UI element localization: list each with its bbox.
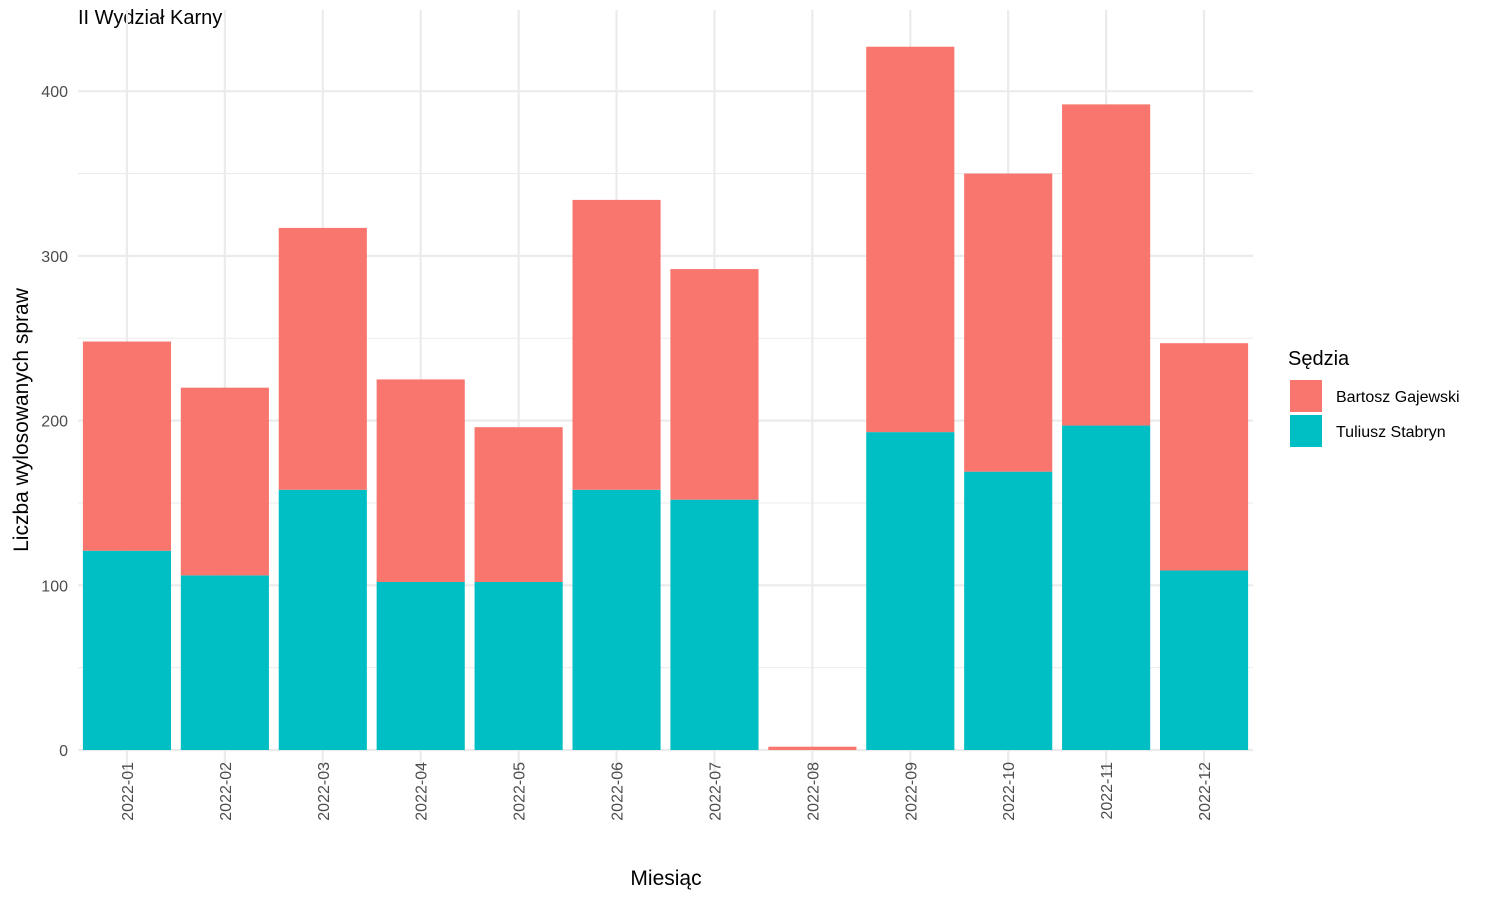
x-tick-labels: 2022-01 2022-02 2022-03 2022-04 2022-05 2022-… bbox=[120, 762, 1214, 821]
bar-tuliusz-stabryn-2022-09 bbox=[866, 432, 955, 750]
bar-bartosz-gajewski-2022-04 bbox=[376, 379, 465, 583]
x-tick-label: 2022-11 bbox=[1099, 762, 1116, 820]
y-tick-label: 100 bbox=[41, 578, 68, 595]
y-tick-label: 400 bbox=[41, 84, 68, 101]
legend-label: Tuliusz Stabryn bbox=[1336, 424, 1446, 441]
x-tick-label: 2022-06 bbox=[610, 762, 627, 821]
legend-items: Bartosz Gajewski Tuliusz Stabryn bbox=[1290, 380, 1460, 447]
chart-title: II Wydział Karny bbox=[78, 7, 223, 29]
bar-tuliusz-stabryn-2022-03 bbox=[278, 489, 367, 750]
bar-bartosz-gajewski-2022-06 bbox=[572, 199, 661, 490]
y-tick-label: 300 bbox=[41, 249, 68, 266]
legend: Sędzia Bartosz Gajewski Tuliusz Stabryn bbox=[1288, 348, 1460, 447]
legend-label: Bartosz Gajewski bbox=[1336, 389, 1460, 406]
x-tick-label: 2022-04 bbox=[414, 762, 431, 821]
bar-bartosz-gajewski-2022-01 bbox=[82, 341, 172, 551]
bar-tuliusz-stabryn-2022-12 bbox=[1159, 570, 1249, 750]
bar-bartosz-gajewski-2022-07 bbox=[670, 269, 759, 500]
x-tick-label: 2022-05 bbox=[512, 762, 529, 821]
x-tick-label: 2022-02 bbox=[218, 762, 235, 821]
x-axis-label: Miesiąc bbox=[630, 867, 701, 890]
x-tick-label: 2022-07 bbox=[707, 762, 724, 821]
legend-swatch bbox=[1290, 380, 1322, 412]
legend-title: Sędzia bbox=[1288, 348, 1350, 370]
bar-bartosz-gajewski-2022-12 bbox=[1159, 343, 1249, 571]
bar-tuliusz-stabryn-2022-04 bbox=[376, 582, 465, 750]
x-tick-label: 2022-03 bbox=[316, 762, 333, 821]
y-tick-label: 0 bbox=[59, 743, 68, 760]
bar-bartosz-gajewski-2022-02 bbox=[180, 387, 269, 576]
x-tick-label: 2022-09 bbox=[903, 762, 920, 821]
x-tick-label: 2022-12 bbox=[1197, 762, 1214, 821]
bar-tuliusz-stabryn-2022-11 bbox=[1062, 425, 1151, 750]
bar-bartosz-gajewski-2022-10 bbox=[964, 173, 1053, 472]
bar-bartosz-gajewski-2022-09 bbox=[866, 46, 955, 433]
y-tick-labels: 0 100 200 300 400 bbox=[41, 84, 68, 760]
legend-swatch bbox=[1290, 415, 1322, 447]
bars bbox=[82, 46, 1249, 750]
y-axis-label: Liczba wylosowanych spraw bbox=[10, 287, 33, 552]
bar-tuliusz-stabryn-2022-02 bbox=[180, 575, 269, 750]
bar-bartosz-gajewski-2022-05 bbox=[474, 427, 563, 583]
bar-tuliusz-stabryn-2022-07 bbox=[670, 499, 759, 750]
bar-tuliusz-stabryn-2022-05 bbox=[474, 582, 563, 750]
bar-tuliusz-stabryn-2022-10 bbox=[964, 471, 1053, 750]
bar-tuliusz-stabryn-2022-01 bbox=[82, 550, 172, 750]
bar-bartosz-gajewski-2022-03 bbox=[278, 227, 367, 490]
bar-bartosz-gajewski-2022-08 bbox=[768, 746, 857, 750]
x-tick-label: 2022-01 bbox=[120, 762, 137, 821]
y-tick-label: 200 bbox=[41, 414, 68, 431]
bar-bartosz-gajewski-2022-11 bbox=[1062, 104, 1151, 426]
x-tick-label: 2022-08 bbox=[805, 762, 822, 821]
bar-tuliusz-stabryn-2022-06 bbox=[572, 489, 661, 750]
x-tick-label: 2022-10 bbox=[1001, 762, 1018, 821]
